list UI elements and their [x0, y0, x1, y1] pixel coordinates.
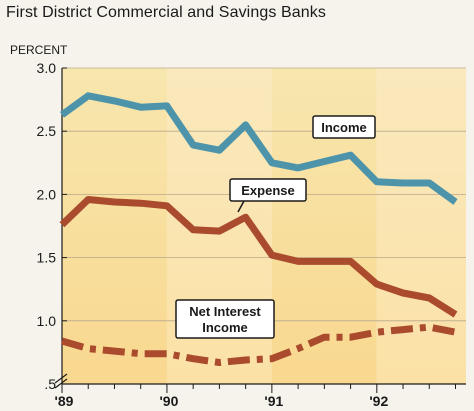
net-interest-callout-box: [175, 299, 275, 339]
income-callout-box: [312, 115, 376, 139]
expense-callout-pointer: [237, 200, 245, 213]
y-tick-label-0: 3.0: [37, 60, 57, 76]
income-callout: Income: [312, 115, 376, 139]
x-tick-label-3: '92: [369, 393, 388, 409]
series-lines: [59, 92, 458, 366]
x-tick-label-0: '89: [55, 393, 74, 409]
axis-break-mark: [54, 373, 68, 389]
expense-callout-label: Expense: [241, 183, 294, 198]
y-tick-label-2: 2.0: [37, 186, 57, 202]
y-tick-label-1: 2.5: [37, 123, 57, 139]
y-tick-label-3: 1.5: [37, 250, 57, 266]
chart-title: First District Commercial and Savings Ba…: [6, 4, 326, 21]
series-line-net-interest-income: [61, 323, 457, 366]
net-interest-callout: Net Interest Income: [175, 299, 275, 339]
income-callout-label: Income: [321, 120, 367, 135]
x-tick-label-2: '91: [264, 393, 283, 409]
expense-callout-box: [229, 178, 307, 202]
year-band-4: [376, 68, 466, 384]
x-tick-labels: '89 '90 '91 '92: [55, 384, 457, 409]
axes: [61, 68, 466, 385]
series-line-income: [59, 92, 458, 205]
y-tick-labels: 3.0 2.5 2.0 1.5 1.0 .5: [37, 60, 67, 392]
net-interest-callout-line1: Net Interest: [189, 304, 261, 319]
y-tick-label-4: 1.0: [37, 313, 57, 329]
expense-callout: Expense: [229, 178, 307, 213]
x-tick-label-1: '90: [159, 393, 178, 409]
year-band-1: [62, 68, 167, 384]
y-unit-label: PERCENT: [10, 43, 68, 57]
series-line-expense: [59, 196, 458, 318]
net-interest-callout-line2: Income: [202, 320, 248, 335]
y-tick-label-5: .5: [44, 376, 56, 392]
